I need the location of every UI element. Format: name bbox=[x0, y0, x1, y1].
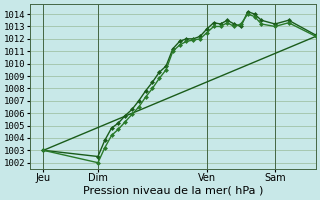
X-axis label: Pression niveau de la mer( hPa ): Pression niveau de la mer( hPa ) bbox=[83, 186, 263, 196]
